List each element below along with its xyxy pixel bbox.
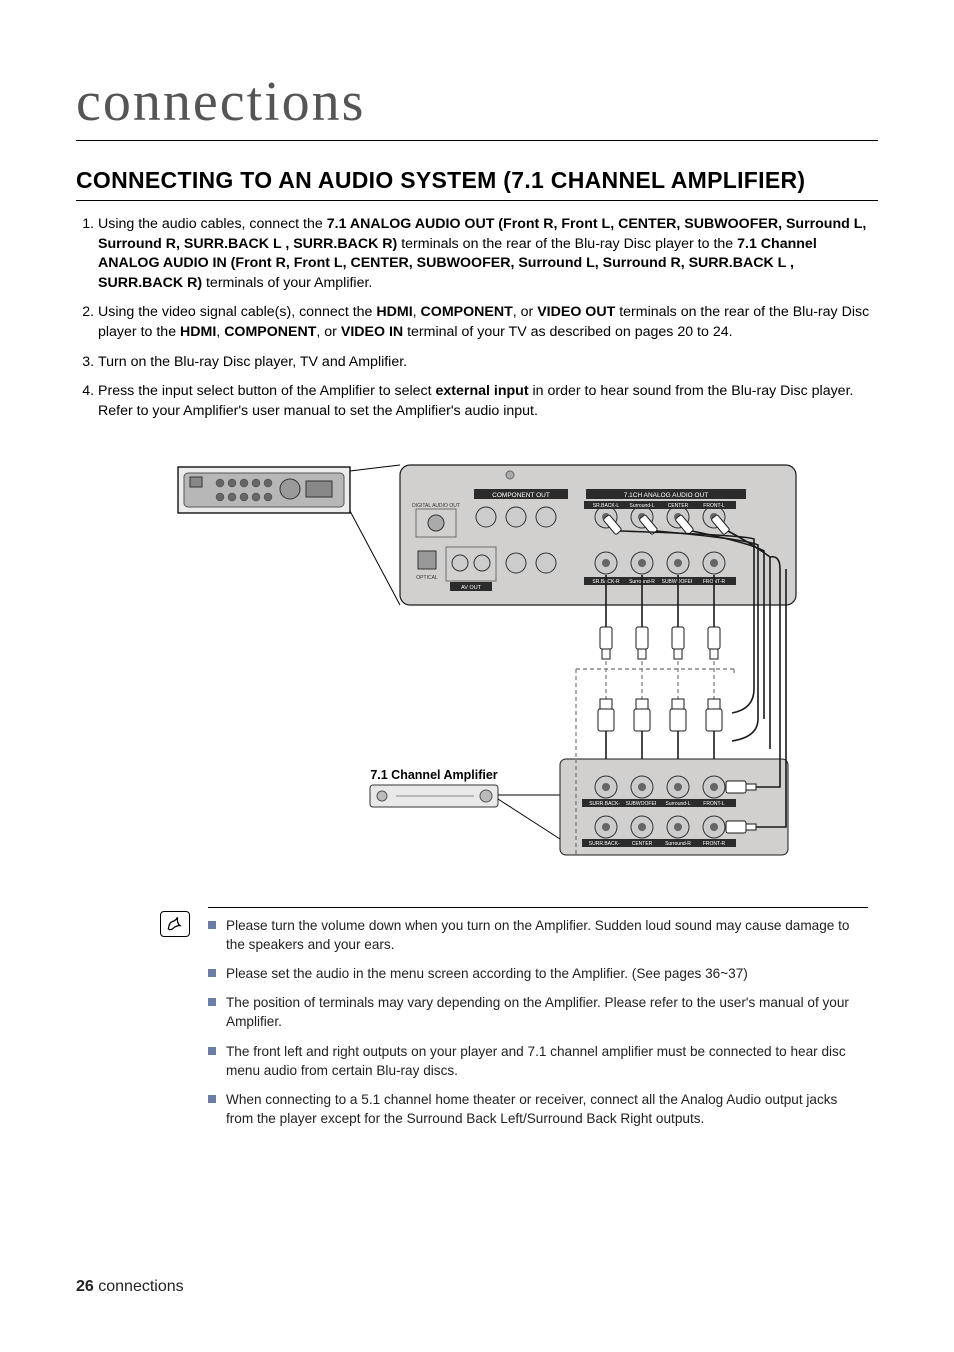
note-item: Please set the audio in the menu screen … — [208, 964, 868, 983]
notes-block: Please turn the volume down when you tur… — [160, 907, 878, 1137]
svg-text:DIGITAL AUDIO OUT: DIGITAL AUDIO OUT — [412, 503, 460, 509]
svg-text:CENTER: CENTER — [668, 503, 689, 509]
note-item: Please turn the volume down when you tur… — [208, 916, 868, 954]
amp-rear-panel: SURR.BACK-L SUBWOOFER Surround-L FRONT-L… — [560, 759, 788, 855]
footer-label: connections — [94, 1278, 184, 1295]
note-icon — [160, 911, 190, 937]
note-item: The position of terminals may vary depen… — [208, 993, 868, 1031]
svg-text:CENTER: CENTER — [632, 841, 653, 847]
connection-diagram: COMPONENT OUT 7.1CH ANALOG AUDIO OUT DIG… — [134, 459, 814, 879]
page-number: 26 — [76, 1278, 94, 1295]
bullet-icon — [208, 998, 216, 1006]
svg-text:7.1 Channel Amplifier: 7.1 Channel Amplifier — [370, 768, 497, 782]
svg-text:FRONT-L: FRONT-L — [703, 503, 725, 509]
amplifier-thumbnail — [370, 785, 498, 807]
step-item: Press the input select button of the Amp… — [98, 382, 878, 421]
chapter-title: connections — [76, 70, 878, 141]
svg-text:SURR.BACK-R: SURR.BACK-R — [589, 841, 624, 847]
note-item: When connecting to a 5.1 channel home th… — [208, 1090, 868, 1128]
svg-text:FRONT-L: FRONT-L — [703, 801, 725, 807]
bullet-icon — [208, 1095, 216, 1103]
svg-text:SURR.BACK-L: SURR.BACK-L — [589, 801, 623, 807]
step-item: Turn on the Blu-ray Disc player, TV and … — [98, 353, 878, 373]
page-footer: 26 connections — [76, 1278, 184, 1296]
bullet-icon — [208, 969, 216, 977]
svg-text:7.1CH ANALOG AUDIO OUT: 7.1CH ANALOG AUDIO OUT — [624, 492, 709, 499]
svg-text:Surround-L: Surround-L — [665, 801, 690, 807]
bullet-icon — [208, 1047, 216, 1055]
step-list: Using the audio cables, connect the 7.1 … — [76, 215, 878, 421]
svg-text:Surround-L: Surround-L — [629, 503, 654, 509]
section-title: CONNECTING TO AN AUDIO SYSTEM (7.1 CHANN… — [76, 167, 878, 201]
note-list: Please turn the volume down when you tur… — [208, 907, 868, 1137]
svg-text:AV OUT: AV OUT — [461, 585, 482, 591]
svg-text:Surround-R: Surround-R — [665, 841, 691, 847]
note-item: The front left and right outputs on your… — [208, 1042, 868, 1080]
bullet-icon — [208, 921, 216, 929]
player-thumbnail — [178, 467, 350, 513]
step-item: Using the audio cables, connect the 7.1 … — [98, 215, 878, 293]
svg-text:FRONT-R: FRONT-R — [703, 841, 726, 847]
step-item: Using the video signal cable(s), connect… — [98, 303, 878, 342]
svg-text:OPTICAL: OPTICAL — [416, 575, 438, 581]
svg-text:SUBWOOFER: SUBWOOFER — [626, 801, 659, 807]
svg-text:SR.BACK-L: SR.BACK-L — [593, 503, 620, 509]
svg-text:COMPONENT OUT: COMPONENT OUT — [492, 492, 550, 499]
